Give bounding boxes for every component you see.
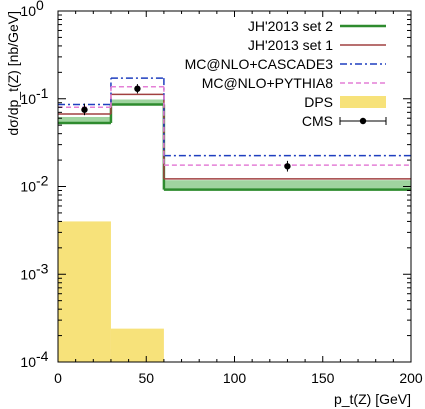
x-tick-label: 100 [223, 370, 247, 386]
legend: JH'2013 set 2 JH'2013 set 1 MC@NLO+CASCADE… [185, 18, 387, 129]
legend-swatch-marker [359, 117, 367, 125]
plot-points [81, 84, 291, 172]
cms-data-point [284, 163, 291, 170]
x-tick-label: 200 [399, 370, 423, 386]
y-tick-label: 10 [20, 3, 36, 19]
y-tick-exponent: -1 [36, 85, 49, 101]
y-tick-exponent: -3 [36, 260, 49, 276]
y-tick-label: 10 [20, 179, 36, 195]
y-tick-label: 10 [20, 91, 36, 107]
x-tick-label: 0 [54, 370, 62, 386]
cms-data-point [134, 85, 141, 92]
cms-data-point [81, 106, 88, 113]
plot-lines [58, 77, 411, 191]
y-tick-label: 10 [20, 266, 36, 282]
legend-label-mc-nlo-pythia8: MC@NLO+PYTHIA8 [202, 75, 334, 91]
plot-fills [58, 99, 411, 362]
legend-label-cms: CMS [302, 113, 333, 129]
y-tick-exponent: 0 [36, 0, 44, 13]
jh-2013-set-2-band [110, 99, 164, 105]
legend-swatch-dps [340, 96, 386, 108]
dps-bar [110, 328, 164, 362]
legend-label-mc-nlo-cascade3: MC@NLO+CASCADE3 [185, 56, 334, 72]
legend-label-jh-2013-set-1: JH'2013 set 1 [248, 37, 333, 53]
y-tick-exponent: -4 [36, 348, 49, 364]
legend-label-dps: DPS [304, 94, 333, 110]
y-tick-label: 10 [20, 354, 36, 370]
x-tick-label: 50 [138, 370, 154, 386]
x-tick-label: 150 [311, 370, 335, 386]
dps-bar [58, 221, 111, 362]
legend-label-jh-2013-set-2: JH'2013 set 2 [248, 18, 333, 34]
x-axis-label: p_t(Z) [GeV] [334, 391, 411, 407]
jh-2013-set-2-band [163, 180, 411, 190]
jh-2013-set-2-band [58, 116, 111, 123]
y-tick-exponent: -2 [36, 173, 49, 189]
y-axis-label: dσ/dp_t(Z) [nb/GeV] [5, 11, 21, 136]
